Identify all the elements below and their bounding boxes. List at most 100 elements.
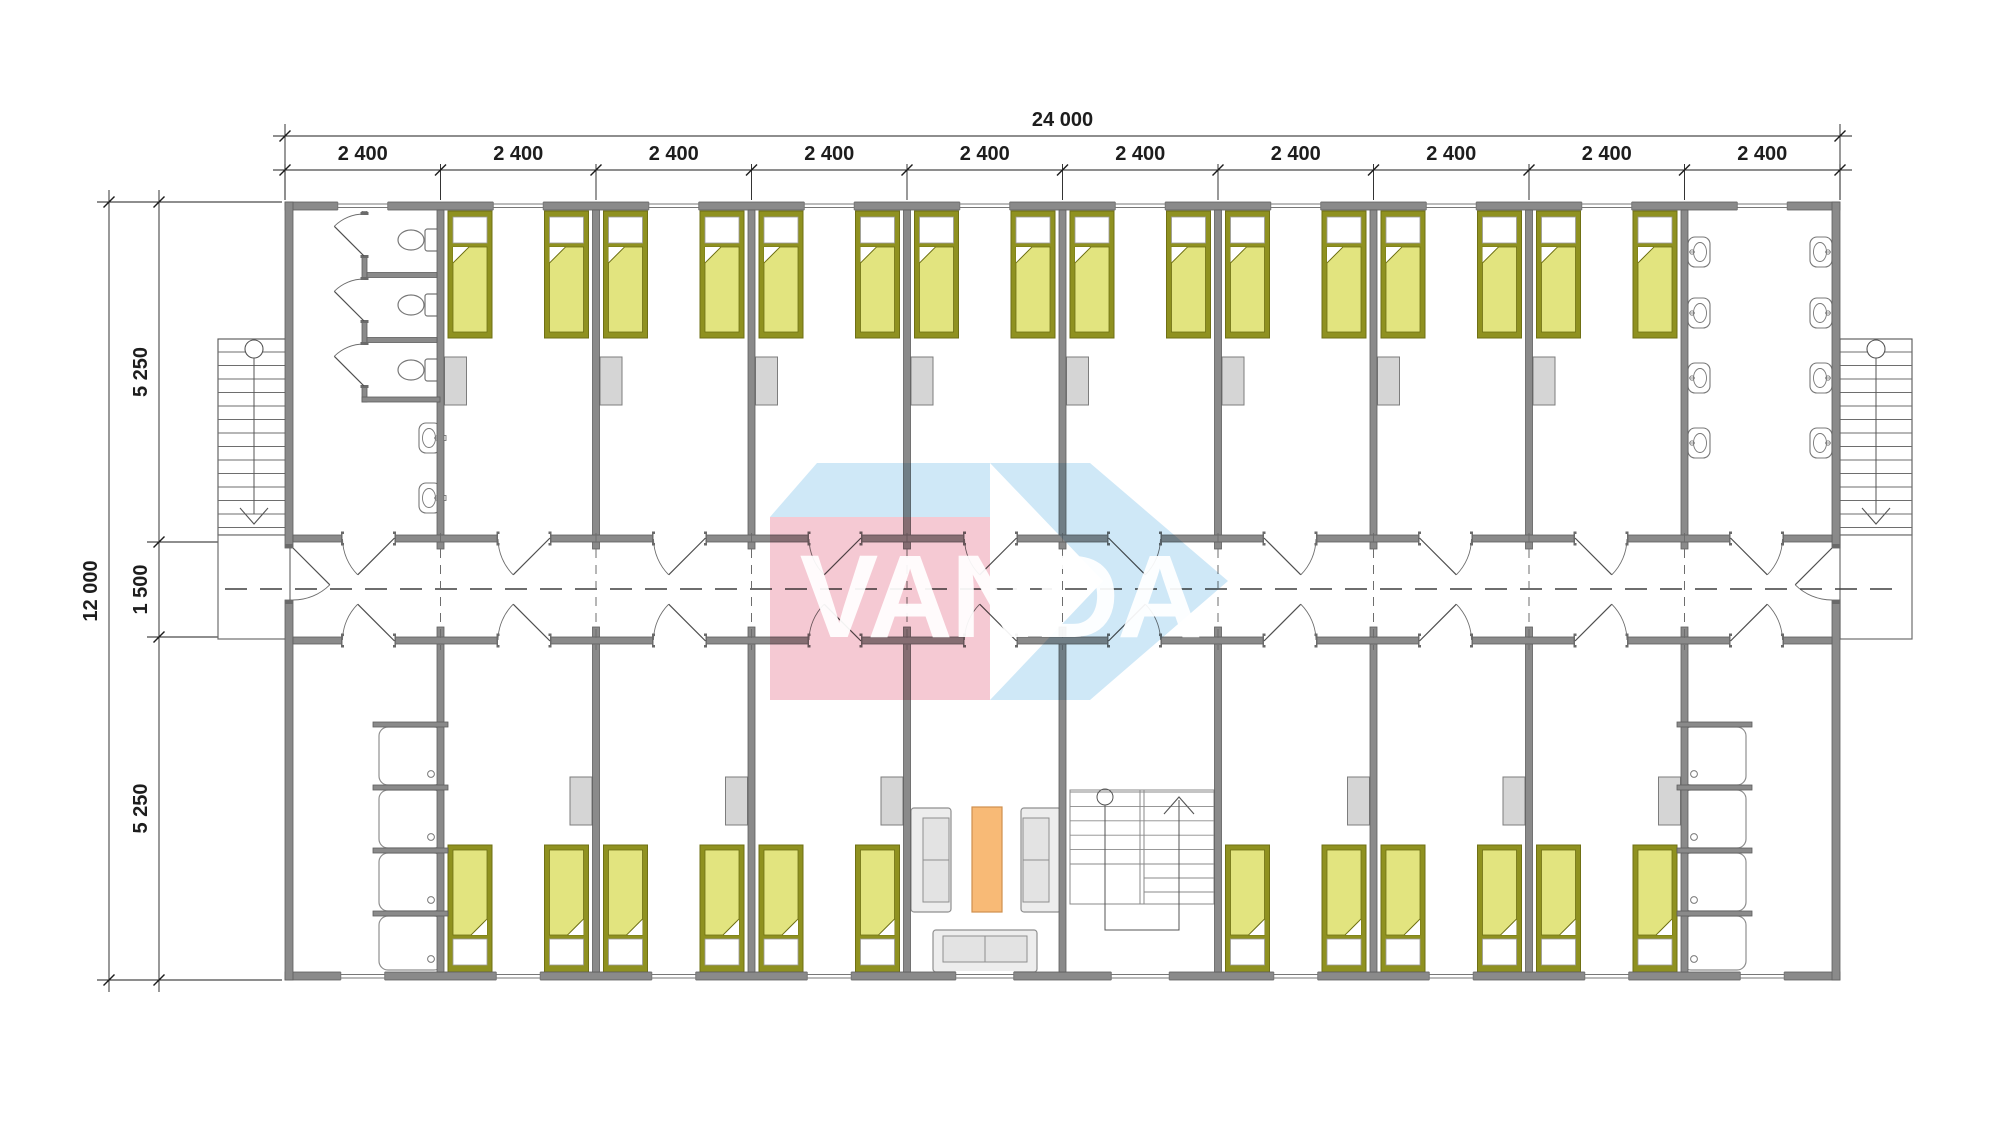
dimension-label: 2 400 [1737, 143, 1787, 165]
bed-pillow [1015, 216, 1051, 244]
bed [1536, 844, 1581, 973]
dimension-label: 2 400 [493, 143, 543, 165]
watermark-front-face [770, 517, 990, 700]
window [1584, 971, 1630, 981]
bed-blanket [1482, 849, 1517, 936]
locker [880, 776, 904, 826]
window [1114, 201, 1166, 211]
bed-pillow [1326, 216, 1362, 244]
window [1581, 201, 1633, 211]
shower-tray [378, 852, 444, 912]
bed-pillow [1637, 216, 1673, 244]
drain [427, 896, 435, 904]
bed-pillow [704, 216, 740, 244]
bed [914, 210, 959, 339]
watermark-arrow [990, 463, 1228, 700]
toilet-bowl [397, 359, 425, 381]
bed-pillow [1541, 216, 1576, 244]
window [803, 201, 855, 211]
bed-pillow [1230, 216, 1265, 244]
stall-door [333, 343, 365, 387]
bed-pillow [704, 938, 740, 966]
door [292, 547, 331, 601]
bed-blanket [1541, 849, 1576, 936]
bed-blanket [1385, 849, 1421, 936]
locker [1347, 776, 1370, 826]
stair-direction-arrow [1163, 796, 1195, 815]
window [1736, 201, 1788, 211]
toilet [397, 228, 441, 252]
locker [569, 776, 593, 826]
bed [758, 210, 804, 339]
dimension-annotations: 24 000 2 400 2 400 2 400 2 400 2 400 2 400 2 40… [80, 109, 1852, 992]
window [1425, 201, 1477, 211]
locker [1658, 776, 1681, 826]
bed [1536, 210, 1581, 339]
window [495, 971, 541, 981]
bed-blanket [1637, 246, 1673, 333]
window [955, 971, 1015, 981]
bed-pillow [1385, 938, 1421, 966]
dimension-label: 2 400 [338, 143, 388, 165]
window [648, 201, 700, 211]
bed-pillow [1171, 216, 1206, 244]
bed-blanket [860, 849, 895, 936]
dimension-label: 2 400 [1115, 143, 1165, 165]
door [1419, 603, 1472, 645]
bed-pillow [919, 216, 954, 244]
drain [1690, 955, 1698, 963]
bed-pillow [1326, 938, 1362, 966]
toilet-bowl [397, 294, 425, 316]
bed [1225, 844, 1270, 973]
bed-blanket [1171, 246, 1206, 333]
locker [1066, 356, 1089, 406]
window [651, 971, 697, 981]
dimension-label: 2 400 [649, 143, 699, 165]
dimension-label: 2 400 [1271, 143, 1321, 165]
bed-pillow [452, 938, 488, 966]
bed-blanket [1326, 849, 1362, 936]
bed-blanket [1385, 246, 1421, 333]
bed-blanket [1015, 246, 1051, 333]
locker [725, 776, 748, 826]
bed [855, 844, 900, 973]
toilet [397, 358, 441, 382]
bed-blanket [549, 849, 584, 936]
dimension-label: 1 500 [130, 564, 152, 614]
bed [1321, 844, 1367, 973]
stair-start-circle [1096, 788, 1114, 806]
bed-blanket [549, 246, 584, 333]
entrance-porch [217, 534, 291, 640]
window [337, 201, 389, 211]
stair-direction-arrow [1861, 507, 1891, 525]
locker [755, 356, 778, 406]
bed [1166, 210, 1211, 339]
drain [1690, 770, 1698, 778]
dimension-label: 5 250 [130, 347, 152, 397]
bed-pillow [549, 938, 584, 966]
bed-pillow [860, 938, 895, 966]
bed [603, 844, 648, 973]
bed [1225, 210, 1270, 339]
bed [1380, 844, 1426, 973]
windows [337, 201, 1788, 981]
shower-tray [378, 789, 444, 849]
toilet-bowl [397, 229, 425, 251]
bed-pillow [608, 216, 643, 244]
shower-tray [378, 726, 444, 786]
bed [1069, 210, 1115, 339]
bed-blanket [1230, 246, 1265, 333]
toilet [397, 293, 441, 317]
locker [1377, 356, 1400, 406]
bed [447, 210, 493, 339]
drain [427, 955, 435, 963]
dimension-label: 2 400 [1426, 143, 1476, 165]
door [653, 603, 706, 645]
window [492, 201, 544, 211]
bed-blanket [452, 246, 488, 333]
washbasin [1682, 427, 1711, 459]
bed [1380, 210, 1426, 339]
room-fixtures [378, 210, 1838, 973]
door [497, 603, 551, 645]
